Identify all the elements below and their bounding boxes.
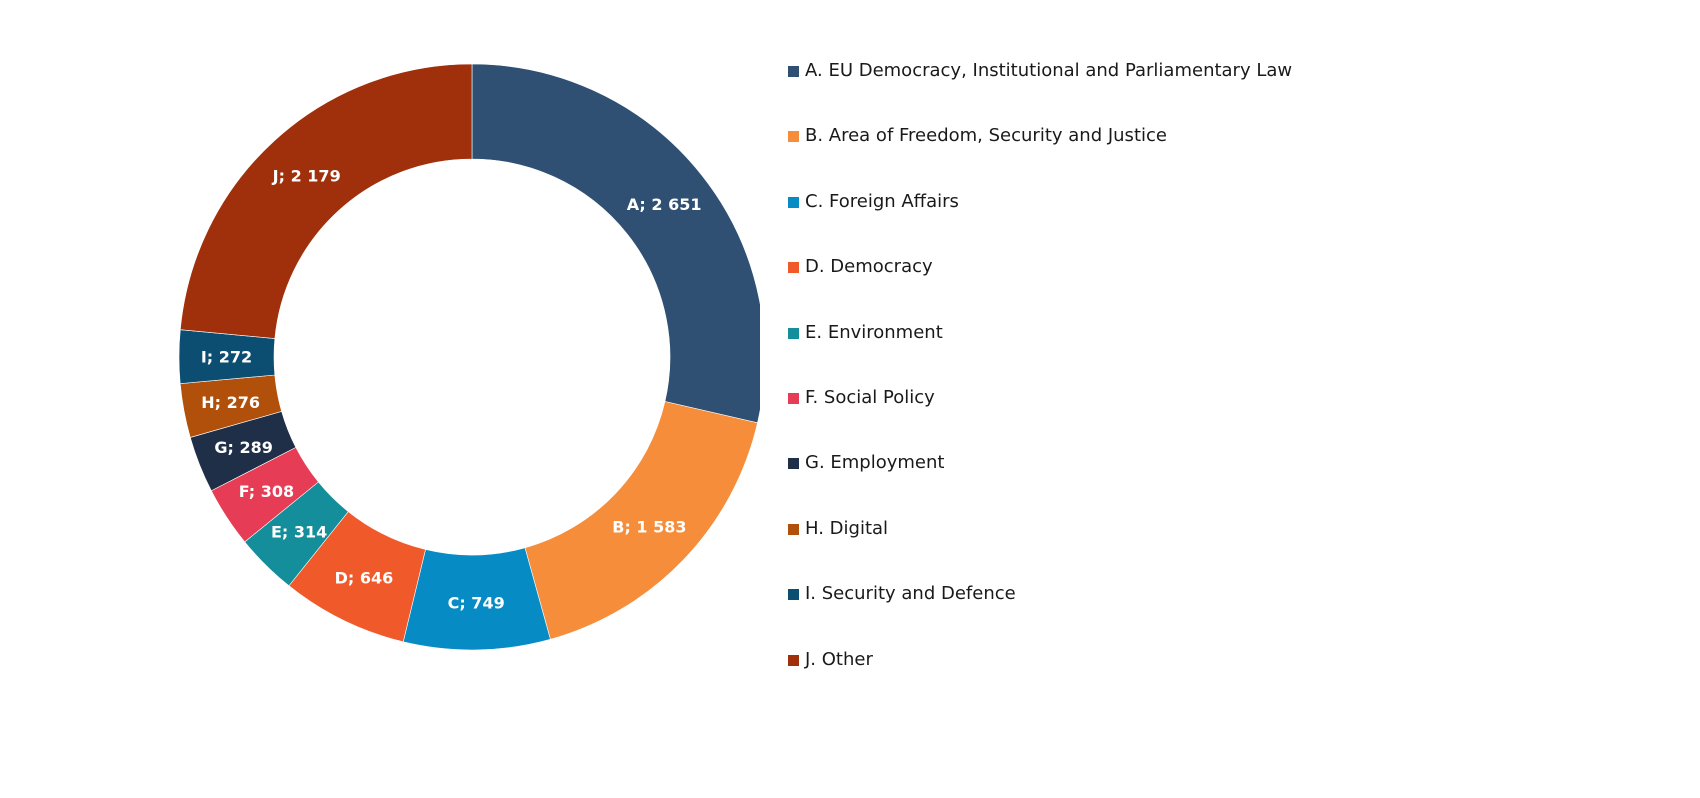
donut-chart: A; 2 651 B; 1 583 C; 749 D; 646 E; 314 F; 308… [178,63,760,651]
legend-swatch [788,196,799,208]
data-label-G: G; 289 [214,438,273,457]
legend-label: I. Security and Defence [805,583,1016,605]
legend-item-E: E. Environment [788,320,1292,385]
legend-item-F: F. Social Policy [788,385,1292,450]
legend-swatch [788,131,799,143]
legend-swatch [788,589,799,601]
legend-label: H. Digital [805,517,889,539]
legend-item-G: G. Employment [788,450,1292,515]
legend-swatch [788,327,799,339]
legend-swatch [788,66,799,77]
legend-swatch [788,262,799,274]
data-label-C: C; 749 [448,593,505,612]
legend-label: G. Employment [805,452,945,474]
legend-label: B. Area of Freedom, Security and Justice [805,125,1167,147]
slice-B [524,401,758,640]
legend-label: F. Social Policy [805,386,935,408]
legend-item-B: B. Area of Freedom, Security and Justice [788,123,1292,188]
data-label-A: A; 2 651 [627,195,702,214]
legend-item-I: I. Security and Defence [788,581,1292,646]
data-label-D: D; 646 [335,568,394,587]
slice-J [179,63,473,339]
data-label-H: H; 276 [201,393,260,412]
legend-swatch [788,654,799,666]
data-label-B: B; 1 583 [612,518,686,537]
legend-label: J. Other [805,648,873,670]
legend-label: D. Democracy [805,256,933,278]
legend: A. EU Democracy, Institutional and Parli… [788,58,1292,712]
legend-label: C. Foreign Affairs [805,190,959,212]
legend-item-H: H. Digital [788,516,1292,581]
legend-item-D: D. Democracy [788,254,1292,319]
slice-A [471,63,760,424]
legend-item-C: C. Foreign Affairs [788,189,1292,254]
data-label-E: E; 314 [271,522,327,541]
legend-swatch [788,523,799,535]
legend-item-A: A. EU Democracy, Institutional and Parli… [788,58,1292,123]
data-label-I: I; 272 [201,348,252,367]
data-label-J: J; 2 179 [272,166,341,185]
data-label-F: F; 308 [239,482,294,501]
legend-swatch [788,392,799,404]
legend-label: A. EU Democracy, Institutional and Parli… [805,60,1293,81]
legend-item-J: J. Other [788,647,1292,712]
legend-swatch [788,458,799,470]
legend-label: E. Environment [805,321,943,343]
